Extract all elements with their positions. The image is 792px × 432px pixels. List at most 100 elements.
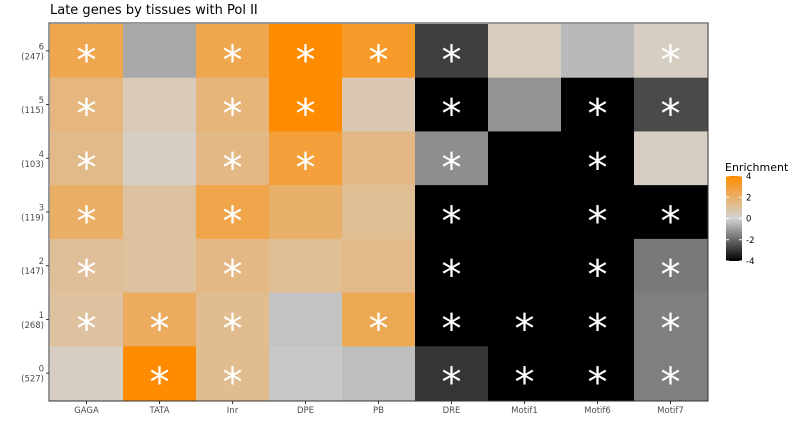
significance-star: * [442,38,462,84]
significance-star: * [661,199,681,245]
significance-star: * [223,92,243,138]
heatmap-cell [415,292,489,347]
significance-star: * [369,38,389,84]
significance-markers: * * * * * * * * * * * * * * * * * * * * * * * * * * * * * * * * * * * * * * * *… [77,38,681,406]
significance-star: * [588,145,608,191]
heatmap-cell [342,238,416,294]
significance-star: * [661,92,681,138]
heatmap-cell [196,24,270,79]
y-tick-label: 2 [39,257,44,267]
heatmap-cell [269,185,343,240]
legend-title: Enrichment [725,161,789,174]
significance-star: * [442,360,462,406]
y-tick-count: (147) [21,267,44,277]
significance-star: * [442,253,462,299]
legend-ticks: 4 2 0 -2 -4 [726,172,754,267]
legend-tick-label: -4 [746,257,754,267]
heatmap-cell [561,292,635,347]
significance-star: * [588,253,608,299]
significance-star: * [77,199,97,245]
heatmap-cell [342,24,416,79]
heatmap-cell [196,131,270,186]
heatmap-cell [634,292,708,347]
heatmap-cell [196,238,270,294]
x-tick-label: DRE [443,406,461,416]
heatmap-cell [50,24,124,79]
heatmap-cell [50,77,124,132]
x-tick-label: TATA [148,406,169,416]
heatmap-cell [634,24,708,79]
y-tick-label: 4 [39,150,44,160]
heatmap-cell [561,24,635,79]
heatmap-cell [269,24,343,79]
significance-star: * [77,145,97,191]
y-axis: 6(247) 5(115) 4(103) 3(119) 2(147) 1(268) 0(52… [21,42,49,385]
significance-star: * [442,92,462,138]
y-tick-count: (247) [21,52,44,62]
heatmap-cell [488,292,562,347]
significance-star: * [296,145,316,191]
x-tick-label: DPE [297,406,314,416]
y-tick-count: (119) [21,214,44,224]
heatmap-cell [415,185,489,240]
significance-star: * [223,199,243,245]
significance-star: * [442,306,462,352]
x-tick-label: Inr [227,406,239,416]
legend: Enrichment 4 2 0 -2 -4 [725,161,789,267]
y-tick-label: 1 [39,311,44,321]
y-tick-label: 0 [39,365,44,375]
significance-star: * [588,92,608,138]
heatmap-cell [123,292,197,347]
heatmap-cell [123,238,197,294]
significance-star: * [442,145,462,191]
heatmap-cell [50,238,124,294]
y-tick-count: (103) [21,160,44,170]
x-tick-label: GAGA [74,406,99,416]
heatmap-cell [342,185,416,240]
significance-star: * [588,360,608,406]
significance-star: * [150,306,170,352]
heatmap-cells [50,24,708,401]
significance-star: * [296,38,316,84]
heatmap-cell [269,346,343,401]
heatmap-cell [488,238,562,294]
significance-star: * [150,360,170,406]
heatmap-cell [634,185,708,240]
legend-tick-label: 4 [746,172,751,182]
heatmap-cell [123,131,197,186]
legend-tick-label: 0 [746,215,751,225]
legend-tick-label: 2 [746,193,751,203]
significance-star: * [77,306,97,352]
x-axis: GAGA TATA Inr DPE PB DRE Motif1 Motif6 Motif7 [74,401,684,416]
significance-star: * [442,199,462,245]
heatmap-cell [561,185,635,240]
heatmap-cell [269,292,343,347]
y-tick-label: 5 [39,96,44,106]
legend-colorbar [726,176,742,261]
heatmap-cell [342,292,416,347]
heatmap-cell [561,131,635,186]
heatmap-cell [342,77,416,132]
heatmap-cell [415,77,489,132]
heatmap-cell [269,77,343,132]
significance-star: * [223,38,243,84]
heatmap-cell [488,131,562,186]
heatmap-cell [488,77,562,132]
significance-star: * [77,92,97,138]
significance-star: * [223,360,243,406]
significance-star: * [296,92,316,138]
heatmap-cell [123,346,197,401]
y-tick-label: 6 [39,42,44,52]
x-tick-label: PB [373,406,384,416]
heatmap-cell [342,131,416,186]
x-tick-label: Motif6 [584,406,611,416]
heatmap-cell [123,24,197,79]
heatmap-cell [342,346,416,401]
significance-star: * [515,360,535,406]
significance-star: * [369,306,389,352]
legend-tick-label: -2 [746,236,754,246]
significance-star: * [223,306,243,352]
significance-star: * [661,360,681,406]
significance-star: * [515,306,535,352]
